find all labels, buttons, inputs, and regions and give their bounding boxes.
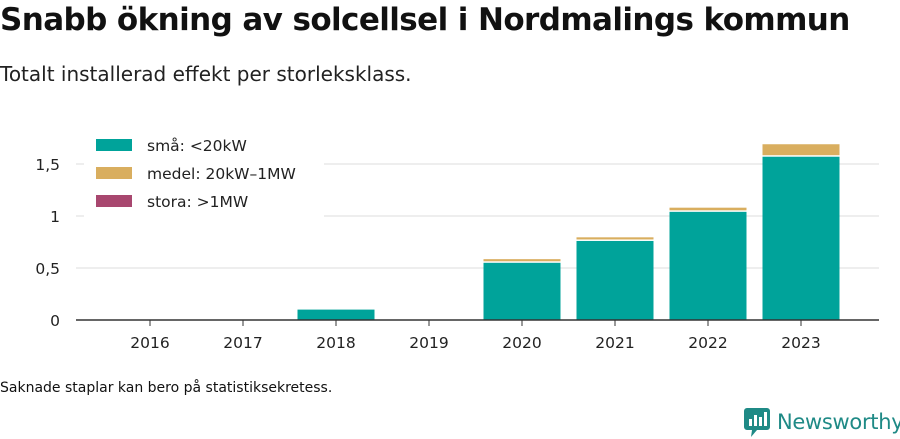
bar-2021-series-1 [576, 237, 654, 240]
y-axis-ticks: 0 0,5 1 1,5 [35, 156, 60, 330]
y-tick-label: 1,5 [35, 156, 60, 174]
bar-series [297, 144, 840, 320]
legend: små: <20kW medel: 20kW–1MW stora: >1MW [84, 126, 324, 218]
y-tick-label: 1 [50, 208, 60, 226]
x-tick-label: 2016 [130, 334, 169, 352]
x-tick-label: 2023 [781, 334, 820, 352]
legend-label: små: <20kW [147, 137, 247, 155]
bar-2023-series-0 [762, 156, 840, 320]
x-tick-label: 2018 [316, 334, 355, 352]
legend-label: medel: 20kW–1MW [147, 165, 296, 183]
bar-2023-series-1 [762, 144, 840, 156]
legend-swatch [96, 167, 132, 179]
bar-2021-series-0 [576, 240, 654, 320]
x-tick-label: 2022 [688, 334, 727, 352]
bar-chart: 0 0,5 1 1,5 2016 2017 2018 2019 2020 2021 2022 202… [35, 126, 879, 352]
bar-2022-series-0 [669, 211, 747, 320]
y-tick-label: 0,5 [35, 260, 60, 278]
newsworthy-logo-icon [744, 408, 770, 437]
bar-2018-series-0 [297, 309, 375, 320]
chart-subtitle: Totalt installerad effekt per storlekskl… [0, 62, 412, 86]
bar-2022-series-1 [669, 207, 747, 211]
x-tick-label: 2019 [409, 334, 448, 352]
legend-swatch [96, 195, 132, 207]
y-tick-label: 0 [50, 312, 60, 330]
brand-name: Newsworthy [777, 410, 900, 434]
legend-label: stora: >1MW [147, 193, 248, 211]
bar-2020-series-0 [483, 262, 561, 320]
newsworthy-logo: Newsworthy [744, 405, 900, 439]
footnote: Saknade staplar kan bero på statistiksek… [0, 380, 333, 396]
x-tick-label: 2020 [502, 334, 541, 352]
x-axis-ticks: 2016 2017 2018 2019 2020 2021 2022 2023 [130, 320, 821, 352]
legend-swatch [96, 139, 132, 151]
x-tick-label: 2017 [223, 334, 262, 352]
chart-title: Snabb ökning av solcellsel i Nordmalings… [0, 2, 850, 38]
x-tick-label: 2021 [595, 334, 634, 352]
bar-2020-series-1 [483, 259, 561, 262]
